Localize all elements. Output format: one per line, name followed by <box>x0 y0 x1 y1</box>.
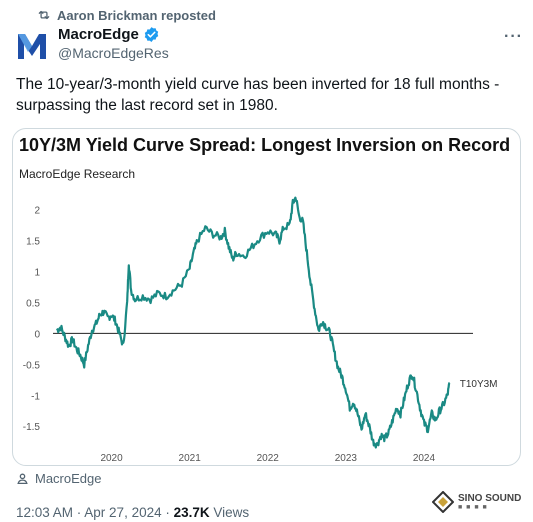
author-name-row[interactable]: MacroEdge <box>58 26 160 43</box>
y-tick-label: 2 <box>34 206 40 217</box>
verified-badge-icon <box>144 27 159 42</box>
repost-label: Aaron Brickman reposted <box>57 7 216 23</box>
y-tick-label: 0 <box>34 329 40 340</box>
tweet-meta: 12:03 AM · Apr 27, 2024 · 23.7K Views <box>16 505 249 520</box>
x-tick-label: 2020 <box>100 453 123 464</box>
chart-image-card[interactable]: 10Y/3M Yield Curve Spread: Longest Inver… <box>12 128 521 466</box>
repost-icon <box>38 10 50 20</box>
author-handle[interactable]: @MacroEdgeRes <box>58 45 169 61</box>
views-count: 23.7K <box>173 505 210 520</box>
series-line-T10Y3M <box>55 196 451 449</box>
x-tick-label: 2022 <box>257 453 280 464</box>
series-label: T10Y3M <box>460 379 498 390</box>
tweet-timestamp[interactable]: 12:03 AM · Apr 27, 2024 · <box>16 505 174 520</box>
chart-subtitle: MacroEdge Research <box>19 167 136 181</box>
tweet-text: The 10-year/3-month yield curve has been… <box>16 76 500 114</box>
avatar[interactable] <box>16 30 48 62</box>
x-tick-label: 2021 <box>179 453 202 464</box>
more-options-icon[interactable]: ··· <box>504 28 523 45</box>
yield-curve-chart: 2 1.5 1 0.5 0 -0.5 -1 -1.5 2020 2021 2022 2023 2024 T… <box>23 196 498 464</box>
y-tick-label: 0.5 <box>26 298 40 309</box>
y-tick-label: -0.5 <box>23 360 41 371</box>
image-source[interactable]: MacroEdge <box>16 471 101 486</box>
author-name[interactable]: MacroEdge <box>58 26 139 43</box>
watermark-subtext: ■ ■ ■ ■ <box>458 504 488 511</box>
x-tick-label: 2024 <box>413 453 436 464</box>
watermark-text: SINO SOUND <box>458 493 522 504</box>
y-tick-label: -1.5 <box>23 422 41 433</box>
y-tick-label: -1 <box>31 391 40 402</box>
views-label: Views <box>209 505 250 520</box>
diamond-logo-icon <box>432 491 454 513</box>
repost-indicator[interactable]: Aaron Brickman reposted <box>37 6 216 24</box>
watermark-logo: SINO SOUND ■ ■ ■ ■ <box>432 488 528 516</box>
source-label: MacroEdge <box>35 471 102 486</box>
y-tick-label: 1.5 <box>26 237 40 248</box>
y-tick-label: 1 <box>34 267 40 278</box>
x-tick-label: 2023 <box>335 453 358 464</box>
person-icon <box>17 473 28 485</box>
chart-title: 10Y/3M Yield Curve Spread: Longest Inver… <box>19 135 511 155</box>
